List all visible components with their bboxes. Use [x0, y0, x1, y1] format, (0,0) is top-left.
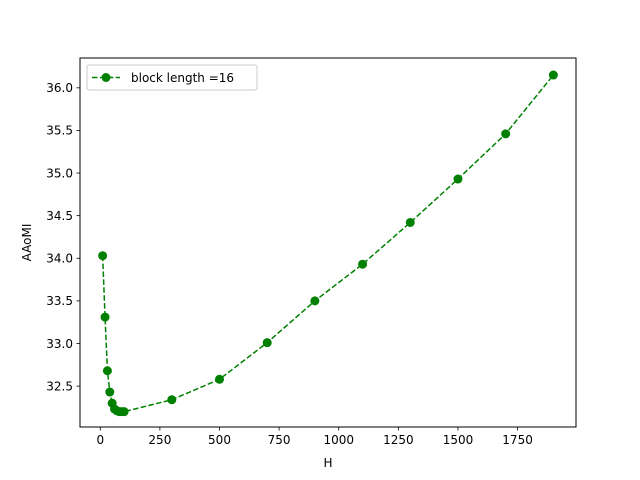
data-point [100, 312, 110, 322]
x-tick-label: 0 [96, 433, 104, 447]
data-point [167, 395, 177, 405]
data-point [358, 259, 368, 269]
plot-area [98, 70, 558, 417]
legend-marker [101, 73, 111, 82]
data-point [405, 217, 415, 227]
y-tick-label: 33.0 [46, 337, 73, 351]
y-axis: 32.5 33.0 33.5 34.0 34.5 35.0 35.5 36.0 [46, 81, 80, 393]
x-axis: 0 250 500 750 1000 1250 1500 1750 [96, 427, 533, 447]
y-tick-label: 34.0 [46, 252, 73, 266]
y-tick-label: 35.0 [46, 166, 73, 180]
data-point [98, 251, 108, 261]
data-point [105, 387, 115, 397]
data-point [119, 407, 129, 417]
y-axis-label: AAoMI [20, 224, 34, 262]
x-tick-label: 250 [148, 433, 171, 447]
data-point [215, 374, 224, 384]
legend-label: block length =16 [131, 71, 234, 85]
x-tick-label: 1000 [323, 433, 354, 447]
data-point [501, 129, 511, 139]
data-point [310, 296, 320, 306]
data-point [453, 174, 463, 184]
x-tick-label: 1500 [443, 433, 474, 447]
y-tick-label: 36.0 [46, 81, 73, 95]
x-tick-label: 750 [268, 433, 291, 447]
x-tick-label: 500 [208, 433, 231, 447]
data-point [548, 70, 558, 80]
data-point [102, 366, 112, 376]
data-point [262, 338, 272, 348]
x-tick-label: 1250 [383, 433, 414, 447]
y-tick-label: 35.5 [46, 124, 73, 138]
x-axis-label: H [323, 456, 332, 470]
y-tick-label: 34.5 [46, 209, 73, 223]
x-tick-label: 1750 [502, 433, 533, 447]
legend: block length =16 [86, 64, 258, 91]
axes-frame [79, 57, 577, 428]
y-tick-label: 32.5 [46, 379, 73, 393]
legend-box [86, 64, 258, 91]
y-tick-label: 33.5 [46, 294, 73, 308]
